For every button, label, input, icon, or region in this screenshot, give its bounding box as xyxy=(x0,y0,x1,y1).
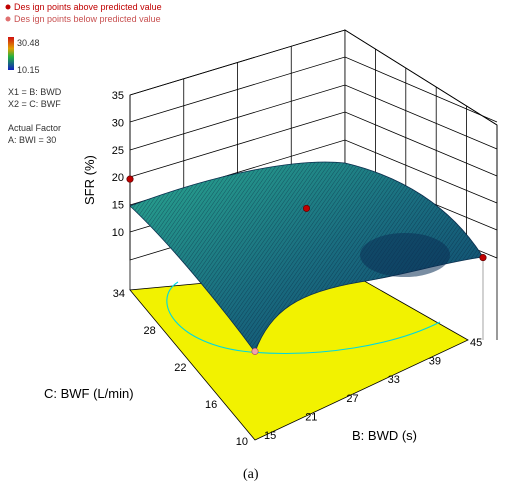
y-tick-label: 28 xyxy=(144,325,156,337)
x-tick-label: 27 xyxy=(346,393,358,405)
x-axis-ticks: 15 21 27 33 39 45 xyxy=(264,337,482,442)
x-tick-label: 45 xyxy=(470,337,482,349)
actual-factor-value: A: BWI = 30 xyxy=(8,135,56,145)
z-tick-label: 25 xyxy=(112,145,124,157)
surface-dark-lobe xyxy=(360,233,450,277)
z-tick-label: 20 xyxy=(112,172,124,184)
legend-above-label: Des ign points above predicted value xyxy=(14,2,162,12)
y-tick-label: 16 xyxy=(205,399,217,411)
x-tick-label: 33 xyxy=(388,374,400,386)
factor-x1-definition: X1 = B: BWD xyxy=(8,87,62,97)
legend: Des ign points above predicted value Des… xyxy=(5,2,162,145)
color-scale-min: 10.15 xyxy=(17,65,40,75)
y-tick-label: 10 xyxy=(236,436,248,448)
y-tick-label: 34 xyxy=(113,288,125,300)
factor-x2-definition: X2 = C: BWF xyxy=(8,99,61,109)
actual-factor-title: Actual Factor xyxy=(8,123,61,133)
response-surface xyxy=(129,161,484,353)
y-tick-label: 22 xyxy=(174,362,186,374)
design-point-2 xyxy=(302,204,311,212)
z-axis-ticks: 10 15 20 25 30 35 xyxy=(112,90,124,239)
y-axis-ticks: 10 16 22 28 34 xyxy=(113,288,248,448)
z-tick-label: 10 xyxy=(112,227,124,239)
y-axis-title: C: BWF (L/min) xyxy=(44,386,134,401)
design-point-1 xyxy=(126,175,134,183)
z-gridlines xyxy=(129,29,498,233)
z-tick-label: 35 xyxy=(112,90,124,102)
z-tick-label: 15 xyxy=(112,200,124,212)
x-tick-label: 21 xyxy=(305,411,317,423)
surface-mesh xyxy=(130,162,483,352)
legend-below-marker xyxy=(5,16,11,22)
color-scale-max: 30.48 xyxy=(17,38,40,48)
z-axis-title: SFR (%) xyxy=(82,155,97,205)
design-point-4 xyxy=(251,347,259,355)
figure-caption: (a) xyxy=(243,467,259,482)
x-axis-title: B: BWD (s) xyxy=(352,428,417,443)
x-tick-label: 15 xyxy=(264,430,276,442)
color-scale-bar xyxy=(8,37,14,70)
z-tick-label: 30 xyxy=(112,117,124,129)
legend-above-marker xyxy=(5,4,11,10)
design-point-3 xyxy=(479,254,487,262)
x-tick-label: 39 xyxy=(429,356,441,368)
design-points xyxy=(126,175,487,355)
floor-contour-line xyxy=(166,281,441,354)
legend-below-label: Des ign points below predicted value xyxy=(14,14,161,24)
